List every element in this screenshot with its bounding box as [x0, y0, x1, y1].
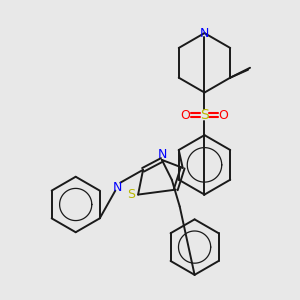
Text: S: S [127, 188, 135, 201]
Text: N: N [112, 181, 122, 194]
Text: N: N [200, 27, 209, 40]
Text: N: N [158, 148, 168, 161]
Text: O: O [181, 109, 190, 122]
Text: O: O [218, 109, 228, 122]
Text: S: S [200, 108, 209, 122]
